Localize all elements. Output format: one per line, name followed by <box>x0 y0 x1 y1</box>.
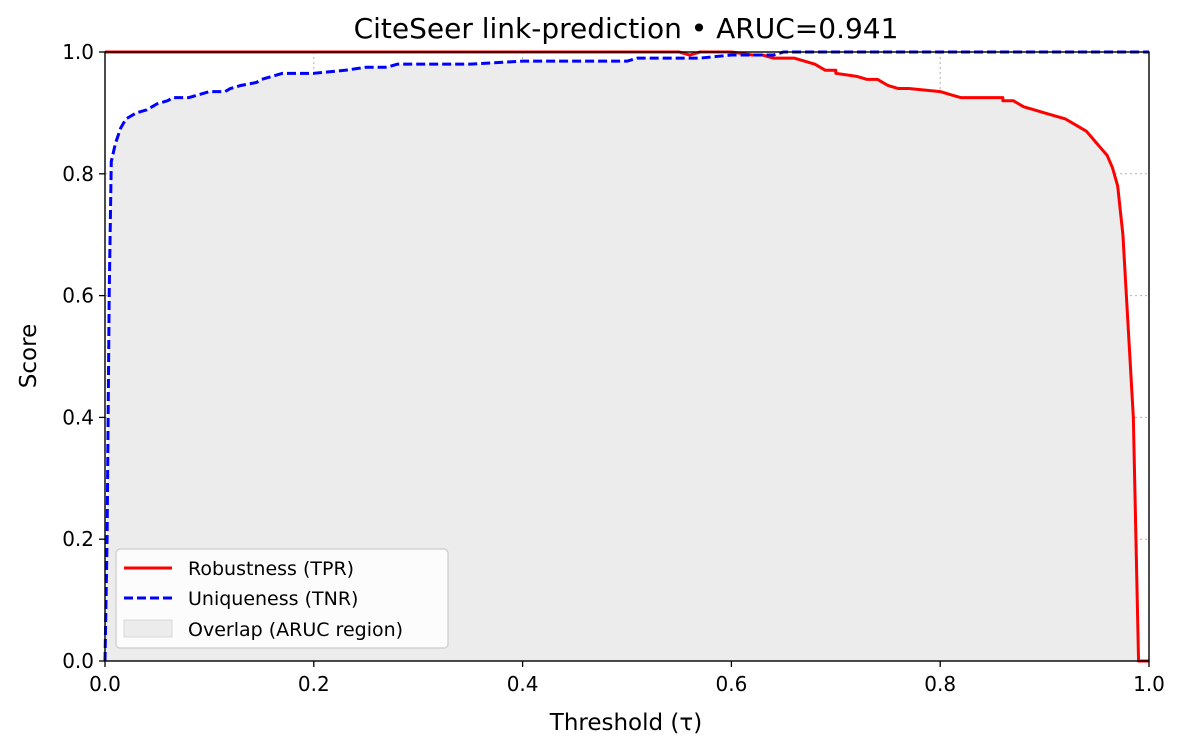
legend-swatch-overlap <box>123 619 173 638</box>
series-uniqueness-line <box>103 50 1149 662</box>
y-tick-label: 0.8 <box>62 162 94 186</box>
chart-title: CiteSeer link-prediction • ARUC=0.941 <box>354 12 899 45</box>
x-axis-label: Threshold (τ) <box>549 710 702 736</box>
legend-box <box>115 548 449 649</box>
legend-label-overlap: Overlap (ARUC region) <box>188 619 403 641</box>
x-tick-label: 0.6 <box>715 672 747 696</box>
x-tick-label: 0.4 <box>507 672 539 696</box>
legend: Robustness (TPR) Uniqueness (TNR) Overla… <box>115 548 449 649</box>
x-tick-label: 1.0 <box>1133 672 1165 696</box>
y-tick-label: 0.4 <box>62 405 94 429</box>
x-tick-label: 0.8 <box>924 672 956 696</box>
series-robustness-line <box>105 50 1149 663</box>
plot-frame <box>104 51 1150 662</box>
series-layer <box>103 50 1149 663</box>
overlap-region <box>105 55 1149 662</box>
x-tick-label: 0.2 <box>298 672 330 696</box>
y-axis-label: Score <box>16 324 42 388</box>
legend-label-uniqueness: Uniqueness (TNR) <box>188 588 358 610</box>
x-tick-label: 0.0 <box>89 672 121 696</box>
y-tick-label: 1.0 <box>62 40 94 64</box>
legend-label-robustness: Robustness (TPR) <box>188 558 354 580</box>
y-tick-label: 0.0 <box>62 649 94 673</box>
ticks: 0.0 0.2 0.4 0.6 0.8 1.0 0.0 0.2 0.4 0.6 0.8 1.0 <box>62 40 1165 696</box>
y-tick-label: 0.6 <box>62 284 94 308</box>
y-tick-label: 0.2 <box>62 527 94 551</box>
